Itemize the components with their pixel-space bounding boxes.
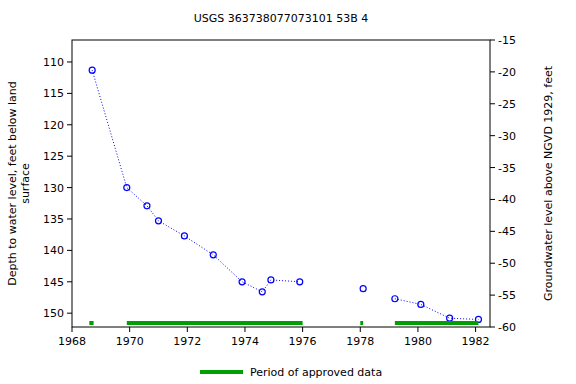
y-tick-label: 125 xyxy=(43,150,64,163)
x-tick-label: 1968 xyxy=(58,335,86,348)
data-group xyxy=(89,67,481,323)
x-tick xyxy=(72,327,73,332)
y2-tick xyxy=(490,103,495,104)
x-tick-label: 1976 xyxy=(289,335,317,348)
chart: USGS 363738077073101 53B 4 1968 1970 1972 19… xyxy=(0,0,576,384)
y-tick-label: 110 xyxy=(43,56,64,69)
y2-tick xyxy=(490,295,495,296)
y-tick xyxy=(67,313,72,314)
x-tick-label: 1980 xyxy=(404,335,432,348)
data-point xyxy=(155,218,161,224)
y-tick xyxy=(67,281,72,282)
y2-tick xyxy=(490,40,495,41)
y-tick-label: 135 xyxy=(43,213,64,226)
approved-period xyxy=(127,321,303,325)
y2-tick-label: -60 xyxy=(498,321,516,334)
x-tick-label: 1972 xyxy=(173,335,201,348)
y2-tick xyxy=(490,167,495,168)
y-tick xyxy=(67,124,72,125)
x-tick-label: 1970 xyxy=(116,335,144,348)
x-tick xyxy=(187,327,188,332)
x-tick xyxy=(417,327,418,332)
data-point xyxy=(297,279,303,285)
y-tick-label: 150 xyxy=(43,307,64,320)
y2-tick xyxy=(490,135,495,136)
y2-tick xyxy=(490,231,495,232)
y2-tick xyxy=(490,263,495,264)
approved-period xyxy=(395,321,479,325)
x-tick xyxy=(129,327,130,332)
x-tick xyxy=(302,327,303,332)
legend-label: Period of approved data xyxy=(250,366,382,379)
approved-period xyxy=(360,321,363,325)
y-axis-label-line: Depth to water level, feet below land xyxy=(6,81,19,286)
y2-axis-label: Groundwater level above NGVD 1929, feet xyxy=(542,65,555,301)
y2-tick-label: -15 xyxy=(498,34,516,47)
y-tick-label: 140 xyxy=(43,244,64,257)
x-tick-label: 1974 xyxy=(231,335,259,348)
x-tick-label: 1978 xyxy=(346,335,374,348)
data-point xyxy=(360,286,366,292)
y2-tick-label: -30 xyxy=(498,130,516,143)
y2-tick-label: -20 xyxy=(498,66,516,79)
y2-tick xyxy=(490,327,495,328)
y2-tick-label: -25 xyxy=(498,98,516,111)
data-point xyxy=(239,279,245,285)
y2-tick-label: -50 xyxy=(498,257,516,270)
data-point xyxy=(259,289,265,295)
y-axis-label: Depth to water level, feet below landsur… xyxy=(6,81,32,286)
data-point xyxy=(418,301,424,307)
y-tick xyxy=(67,61,72,62)
data-point xyxy=(89,67,95,73)
x-tick-label: 1982 xyxy=(462,335,490,348)
y-tick-label: 120 xyxy=(43,119,64,132)
data-point xyxy=(210,252,216,258)
y2-tick xyxy=(490,71,495,72)
legend-swatch xyxy=(200,370,243,374)
y-tick xyxy=(67,250,72,251)
y-tick xyxy=(67,187,72,188)
x-tick xyxy=(244,327,245,332)
y-tick-label: 145 xyxy=(43,276,64,289)
series-line xyxy=(92,70,478,319)
y-tick-label: 130 xyxy=(43,182,64,195)
title: USGS 363738077073101 53B 4 xyxy=(194,12,369,25)
y2-tick-label: -40 xyxy=(498,193,516,206)
plot-frame xyxy=(72,40,490,327)
x-tick xyxy=(360,327,361,332)
y-axis-label-line: surface xyxy=(19,163,32,204)
data-point xyxy=(144,203,150,209)
data-point xyxy=(447,315,453,321)
y2-tick-label: -45 xyxy=(498,225,516,238)
y2-tick-label: -55 xyxy=(498,289,516,302)
approved-period xyxy=(89,321,93,325)
data-point xyxy=(124,185,130,191)
x-tick xyxy=(475,327,476,332)
data-point xyxy=(181,233,187,239)
data-point xyxy=(392,296,398,302)
y-tick-label: 115 xyxy=(43,87,64,100)
y-tick xyxy=(67,156,72,157)
y-tick xyxy=(67,218,72,219)
data-point xyxy=(268,277,274,283)
y-tick xyxy=(67,93,72,94)
y2-tick xyxy=(490,199,495,200)
y2-tick-label: -35 xyxy=(498,162,516,175)
